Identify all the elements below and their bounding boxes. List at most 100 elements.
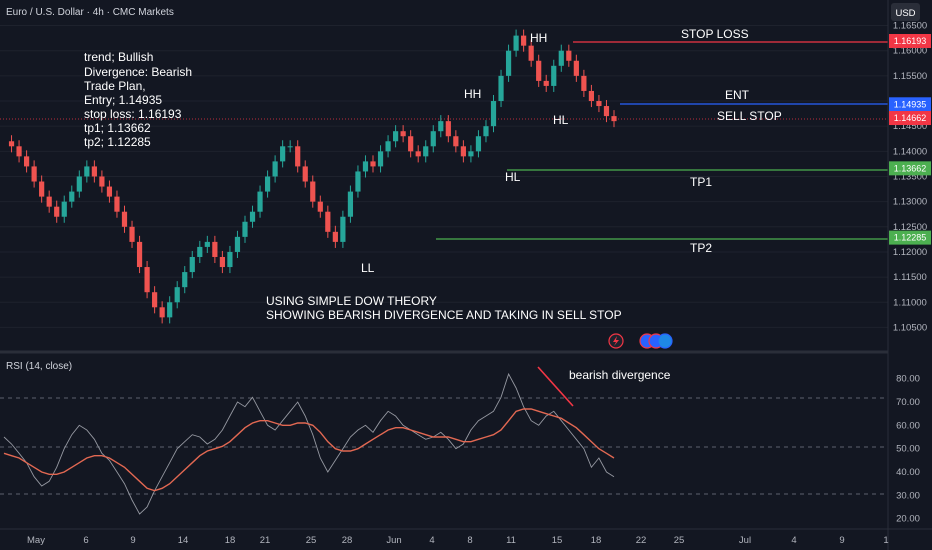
level-box-3 — [889, 161, 931, 176]
candle-body-1 — [8, 141, 15, 147]
candle-body-18 — [136, 241, 143, 268]
candle-body-52 — [393, 131, 399, 142]
rsi-tick-2: 60.00 — [896, 420, 920, 431]
candle-body-64 — [483, 126, 489, 137]
price-level-boxes: 1.16193 1.14935 1.14662 1.13662 1.12285 — [889, 33, 931, 245]
time-tick-13: 18 — [591, 535, 602, 546]
note-trend: trend; Bullish — [84, 50, 153, 64]
label-hh-top: HH — [530, 31, 547, 45]
time-tick-12: 15 — [552, 535, 563, 546]
candle-body-44 — [332, 231, 338, 242]
candle-body-53 — [400, 131, 406, 137]
candle-body-35 — [264, 176, 271, 192]
candle-body-48 — [362, 161, 369, 172]
level-box-label-3: 1.13662 — [894, 163, 927, 173]
candle-body-5 — [39, 181, 45, 197]
note-entry: Entry; 1.14935 — [84, 93, 162, 107]
time-tick-18: 9 — [839, 535, 844, 546]
rsi-axis-labels: 80.00 70.00 60.00 50.00 40.00 30.00 20.00 — [896, 374, 920, 525]
candle-body-54 — [408, 136, 414, 152]
time-tick-1: 6 — [83, 535, 88, 546]
candle-body-16 — [121, 211, 128, 227]
candle-body-17 — [129, 226, 135, 242]
price-tick-1: 1.11000 — [893, 297, 927, 308]
candle-body-56 — [423, 146, 429, 157]
price-axis-background[interactable] — [888, 0, 932, 550]
candle-body-23 — [174, 287, 180, 303]
divergence-line[interactable] — [537, 366, 574, 407]
candle-body-20 — [152, 292, 158, 308]
time-tick-7: 28 — [342, 535, 353, 546]
candle-body-31 — [234, 236, 241, 252]
currency-button[interactable]: USD — [895, 8, 915, 19]
candle-body-47 — [355, 171, 361, 192]
candle-body-25 — [189, 256, 195, 273]
candle-body-4 — [31, 166, 37, 182]
time-tick-16: Jul — [739, 535, 751, 546]
candle-body-42 — [317, 201, 323, 212]
level-box-1 — [889, 97, 931, 112]
candle-body-3 — [23, 156, 30, 167]
time-tick-11: 11 — [506, 535, 516, 546]
candle-body-77 — [581, 75, 587, 91]
time-tick-0: May — [27, 535, 45, 546]
note-tp2: tp2; 1.12285 — [84, 135, 151, 149]
candle-body-21 — [159, 307, 165, 318]
candle-body-74 — [558, 50, 564, 66]
candle-body-76 — [573, 60, 579, 76]
event-icons[interactable] — [608, 333, 673, 349]
candle-body-49 — [370, 161, 376, 167]
price-tick-0: 1.10500 — [893, 322, 927, 333]
time-tick-2: 9 — [130, 535, 135, 546]
rsi-tick-1: 70.00 — [896, 397, 920, 408]
price-tick-3: 1.12000 — [893, 247, 927, 258]
label-stop-loss: STOP LOSS — [681, 27, 749, 41]
candle-body-45 — [340, 216, 346, 242]
price-tick-11: 1.16000 — [893, 46, 927, 57]
level-box-label-1: 1.14935 — [894, 99, 927, 109]
label-hl-left: HL — [505, 170, 521, 184]
candle-body-61 — [460, 146, 466, 157]
time-tick-3: 14 — [178, 535, 189, 546]
note-stop-loss: stop loss: 1.16193 — [84, 107, 182, 121]
rsi-ma-line — [3, 408, 615, 492]
label-ll: LL — [361, 261, 375, 275]
note-trade-plan: Trade Plan, — [84, 79, 146, 93]
candle-body-72 — [543, 80, 549, 86]
currency-button-bg[interactable] — [891, 3, 920, 21]
candle-body-59 — [445, 121, 451, 137]
price-tick-4: 1.12500 — [893, 222, 927, 233]
candle-body-6 — [46, 196, 52, 207]
candle-body-67 — [505, 50, 512, 76]
time-axis-labels: May 6 9 14 18 21 25 28 Jun 4 8 11 15 18 22 25 Jul 4 9 1 — [27, 535, 889, 546]
candle-body-33 — [249, 211, 256, 222]
candle-body-22 — [167, 302, 173, 318]
level-box-4 — [889, 230, 931, 245]
candle-body-73 — [551, 65, 557, 86]
time-tick-19: 1 — [883, 535, 888, 546]
label-sell-stop: SELL STOP — [717, 109, 782, 123]
candle-body-62 — [468, 151, 474, 157]
level-box-label-0: 1.16193 — [894, 36, 927, 46]
candle-body-40 — [302, 166, 308, 182]
candle-body-39 — [295, 146, 301, 167]
candle-body-55 — [415, 151, 421, 157]
label-entry: ENT — [725, 88, 750, 102]
candle-body-75 — [566, 50, 572, 61]
candle-body-7 — [54, 206, 60, 217]
candle-body-12 — [91, 166, 97, 177]
label-tp2: TP2 — [690, 241, 712, 255]
trade-plan-notes: trend; Bullish Divergence: Bearish Trade… — [84, 50, 192, 149]
candle-body-37 — [280, 146, 286, 162]
note-tp1: tp1; 1.13662 — [84, 121, 151, 135]
candle-body-11 — [84, 166, 90, 177]
price-tick-10: 1.15500 — [893, 71, 927, 82]
candle-body-27 — [204, 241, 210, 247]
candle-body-50 — [377, 151, 384, 167]
candle-body-57 — [430, 131, 436, 147]
candle-body-51 — [385, 141, 391, 152]
caption-line-2: SHOWING BEARISH DIVERGENCE AND TAKING IN… — [266, 308, 622, 322]
candle-body-13 — [99, 176, 105, 187]
candle-body-78 — [588, 90, 595, 102]
